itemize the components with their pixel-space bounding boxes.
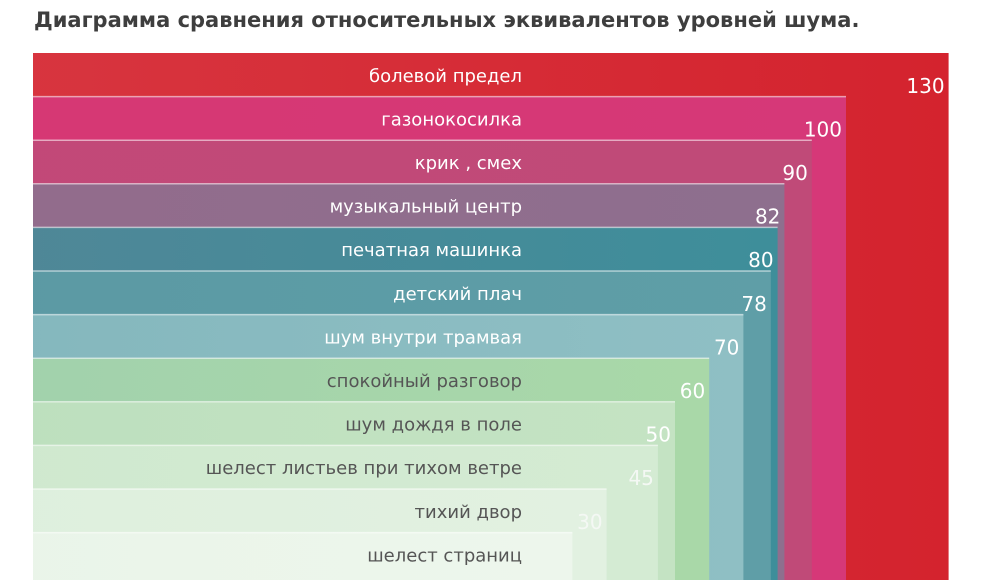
- category-label: крик , смех: [415, 153, 523, 174]
- value-label: 100: [804, 117, 842, 141]
- value-label: 45: [628, 466, 653, 490]
- category-label: печатная машинка: [341, 240, 522, 261]
- category-label: шум внутри трамвая: [324, 327, 522, 348]
- value-label: 30: [577, 510, 602, 534]
- value-label: 50: [646, 423, 671, 447]
- category-label: шелест листьев при тихом ветре: [206, 458, 522, 479]
- category-label: шелест страниц: [367, 545, 522, 566]
- value-label: 70: [714, 335, 739, 359]
- category-label: музыкальный центр: [330, 197, 522, 218]
- category-label: спокойный разговор: [327, 371, 522, 392]
- category-label: тихий двор: [415, 502, 522, 523]
- value-label: 78: [741, 292, 766, 316]
- chart-title: Диаграмма сравнения относительных эквива…: [34, 8, 860, 32]
- value-label: 82: [755, 205, 780, 229]
- value-label: 60: [680, 379, 705, 403]
- category-label: шум дождя в поле: [345, 415, 522, 436]
- category-label: болевой предел: [369, 66, 522, 87]
- value-label: 80: [748, 248, 773, 272]
- bar-12: [33, 532, 573, 580]
- value-label: 130: [906, 74, 944, 98]
- value-label: 90: [782, 161, 807, 185]
- category-label: детский плач: [393, 284, 522, 305]
- category-label: газонокосилка: [381, 109, 522, 130]
